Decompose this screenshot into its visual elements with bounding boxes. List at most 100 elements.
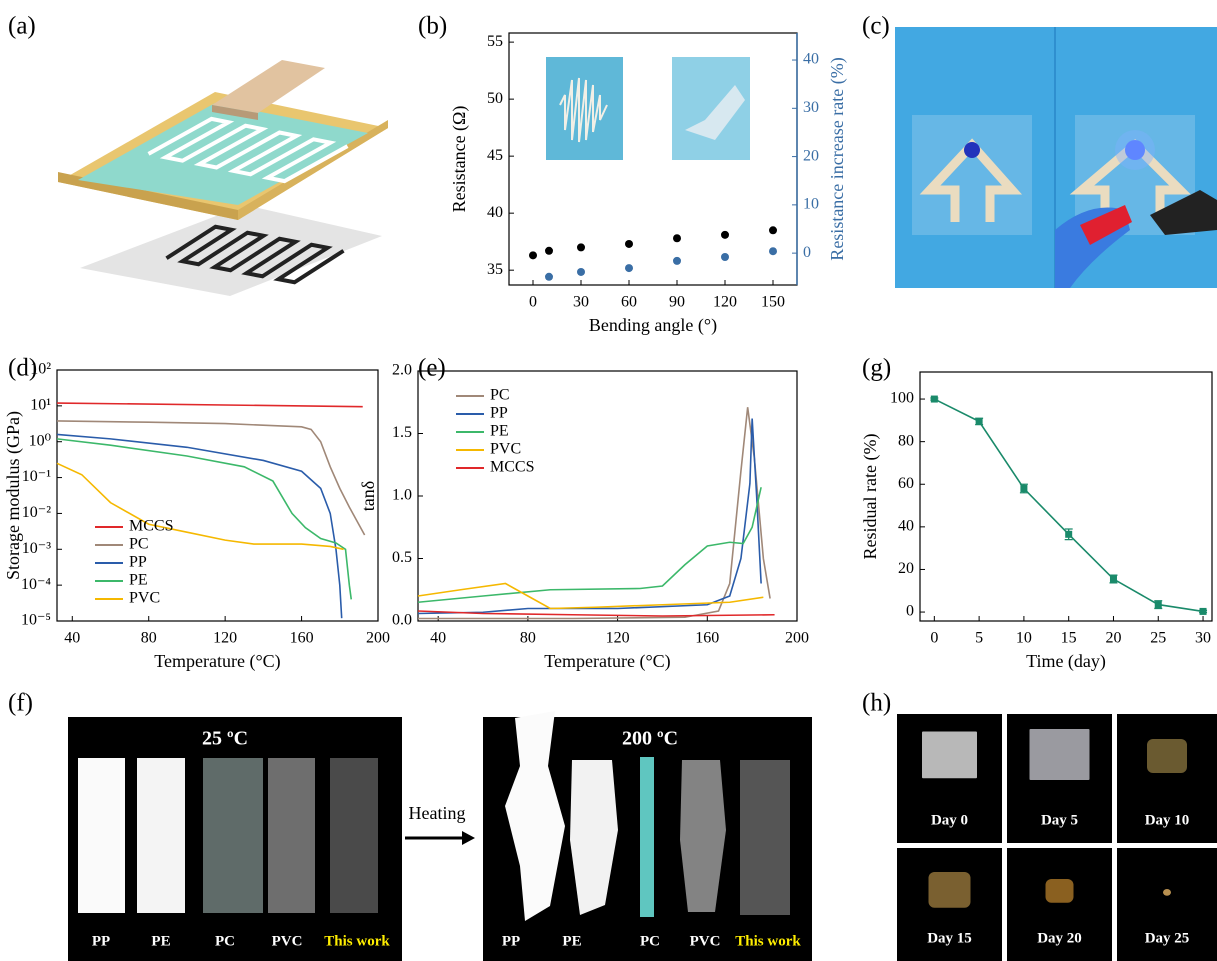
x-tick-label: 120 (606, 630, 630, 647)
y-tick-label: 45 (487, 147, 503, 164)
x-tick-label: 80 (520, 630, 536, 647)
y2-tick-label: 10 (803, 196, 819, 213)
day-label: Day 5 (1041, 812, 1078, 828)
photo-title: 25 ºC (202, 728, 248, 750)
plot-frame (920, 372, 1212, 621)
legend-label: PP (490, 405, 508, 422)
x-tick-label: 160 (695, 630, 719, 647)
y-tick-label: 0.0 (392, 612, 412, 629)
sample-label: PP (92, 933, 110, 949)
y-axis-label: Resistance (Ω) (449, 106, 470, 213)
heating-photos (68, 711, 812, 961)
panel-label: (b) (418, 13, 447, 40)
day-label: Day 15 (927, 930, 972, 946)
y-tick-label: 60 (898, 475, 914, 492)
series-line (418, 419, 761, 614)
legend-label: MCCS (129, 518, 173, 535)
y-tick-label: 1.5 (392, 424, 412, 441)
series-line (418, 407, 770, 618)
x-tick-label: 80 (141, 630, 157, 647)
inset-photo (546, 57, 623, 160)
panel-label: (f) (8, 690, 33, 717)
y2-tick-label: 30 (803, 99, 819, 116)
legend-label: MCCS (490, 459, 534, 476)
marker (976, 418, 983, 425)
y-tick-label: 55 (487, 33, 503, 50)
sample-label: PVC (272, 933, 303, 949)
x-tick-label: 5 (975, 630, 983, 647)
y2-tick-label: 20 (803, 147, 819, 164)
y-tick-label: 0.5 (392, 549, 412, 566)
sample-label: PVC (690, 933, 721, 949)
legend-label: PC (490, 387, 510, 404)
point (673, 257, 681, 265)
legend-label: PP (129, 554, 147, 571)
x-tick-label: 120 (213, 630, 237, 647)
series-line (418, 487, 761, 602)
point (769, 226, 777, 234)
y2-axis-label: Resistance increase rate (%) (827, 57, 848, 260)
y-tick-label: 10⁰ (29, 432, 51, 449)
x-tick-label: 40 (430, 630, 446, 647)
x-axis-label: Time (day) (1026, 651, 1106, 672)
x-tick-label: 0 (930, 630, 938, 647)
panel-label: (c) (862, 13, 890, 40)
legend-label: PE (490, 423, 509, 440)
plot-frame (57, 370, 378, 621)
arrow-label: Heating (409, 803, 466, 823)
series-line (934, 399, 1203, 611)
y-tick-label: 40 (898, 518, 914, 535)
sample-label: PE (562, 933, 581, 949)
x-tick-label: 160 (290, 630, 314, 647)
panel-label: (a) (8, 13, 36, 40)
point (625, 240, 633, 248)
point (577, 243, 585, 251)
marker (1020, 485, 1027, 492)
y-tick-label: 10¹ (30, 397, 51, 414)
point (577, 268, 585, 276)
screen-print-diagram (58, 60, 388, 296)
x-tick-label: 10 (1016, 630, 1032, 647)
point (625, 264, 633, 272)
x-axis-label: Temperature (°C) (544, 651, 670, 672)
y-tick-label: 2.0 (392, 362, 412, 379)
figure: Day 0Day 5Day 10Day 15Day 20Day 25 (a) (b… (0, 0, 1217, 961)
day-label: Day 25 (1145, 930, 1190, 946)
x-tick-label: 0 (529, 294, 537, 311)
x-tick-label: 90 (669, 294, 685, 311)
point (721, 253, 729, 261)
sample-label: PC (215, 933, 235, 949)
y-tick-label: 20 (898, 560, 914, 577)
marker (1155, 601, 1162, 608)
y-tick-label: 0 (906, 603, 914, 620)
degradation-photos: Day 0Day 5Day 10Day 15Day 20Day 25 (897, 714, 1217, 961)
legend-label: PE (129, 572, 148, 589)
sample (1030, 729, 1090, 780)
marker (1065, 531, 1072, 538)
plot-frame (418, 371, 797, 621)
x-tick-label: 200 (785, 630, 809, 647)
x-tick-label: 120 (713, 294, 737, 311)
marker (1200, 608, 1207, 615)
series-line (57, 403, 363, 407)
y-tick-label: 10² (30, 361, 51, 378)
series-line (57, 439, 351, 600)
marker (1110, 576, 1117, 583)
series-line (57, 463, 344, 549)
legend-label: PC (129, 536, 149, 553)
series-line (418, 584, 763, 609)
sample-label: PP (502, 933, 520, 949)
y-tick-label: 50 (487, 90, 503, 107)
marker (931, 396, 938, 403)
y-tick-label: 1.0 (392, 487, 412, 504)
y-axis-label: tanδ (358, 481, 378, 511)
x-tick-label: 20 (1105, 630, 1121, 647)
x-tick-label: 60 (621, 294, 637, 311)
point (769, 247, 777, 255)
x-axis-label: Temperature (°C) (154, 651, 280, 672)
y2-tick-label: 40 (803, 51, 819, 68)
photo-title: 200 ºC (622, 728, 678, 750)
panel-label: (h) (862, 690, 891, 717)
x-tick-label: 40 (64, 630, 80, 647)
y2-tick-label: 0 (803, 244, 811, 261)
